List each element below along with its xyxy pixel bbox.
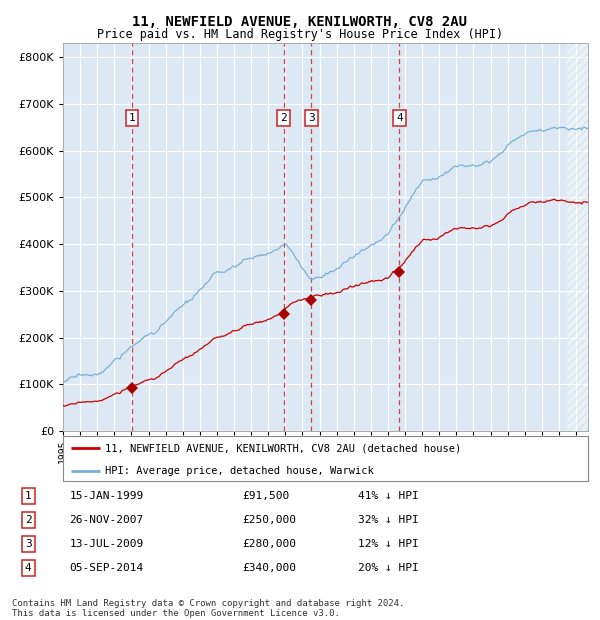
Text: HPI: Average price, detached house, Warwick: HPI: Average price, detached house, Warw… xyxy=(105,466,374,476)
Polygon shape xyxy=(568,43,588,431)
Text: 15-JAN-1999: 15-JAN-1999 xyxy=(70,490,144,500)
Text: 20% ↓ HPI: 20% ↓ HPI xyxy=(358,563,418,573)
Text: £91,500: £91,500 xyxy=(242,490,290,500)
Text: 32% ↓ HPI: 32% ↓ HPI xyxy=(358,515,418,525)
Text: £340,000: £340,000 xyxy=(242,563,296,573)
Text: 26-NOV-2007: 26-NOV-2007 xyxy=(70,515,144,525)
Text: 3: 3 xyxy=(308,113,315,123)
Text: Price paid vs. HM Land Registry's House Price Index (HPI): Price paid vs. HM Land Registry's House … xyxy=(97,28,503,41)
Text: 11, NEWFIELD AVENUE, KENILWORTH, CV8 2AU (detached house): 11, NEWFIELD AVENUE, KENILWORTH, CV8 2AU… xyxy=(105,443,461,453)
Text: 1: 1 xyxy=(25,490,32,500)
Text: 2: 2 xyxy=(280,113,287,123)
Text: £250,000: £250,000 xyxy=(242,515,296,525)
Text: £280,000: £280,000 xyxy=(242,539,296,549)
Text: 2: 2 xyxy=(25,515,32,525)
Text: 05-SEP-2014: 05-SEP-2014 xyxy=(70,563,144,573)
Text: 4: 4 xyxy=(25,563,32,573)
Text: 13-JUL-2009: 13-JUL-2009 xyxy=(70,539,144,549)
Text: 12% ↓ HPI: 12% ↓ HPI xyxy=(358,539,418,549)
Text: 1: 1 xyxy=(129,113,136,123)
Text: 4: 4 xyxy=(396,113,403,123)
Text: 11, NEWFIELD AVENUE, KENILWORTH, CV8 2AU: 11, NEWFIELD AVENUE, KENILWORTH, CV8 2AU xyxy=(133,16,467,30)
Text: 3: 3 xyxy=(25,539,32,549)
Text: 41% ↓ HPI: 41% ↓ HPI xyxy=(358,490,418,500)
Text: Contains HM Land Registry data © Crown copyright and database right 2024.
This d: Contains HM Land Registry data © Crown c… xyxy=(12,599,404,618)
